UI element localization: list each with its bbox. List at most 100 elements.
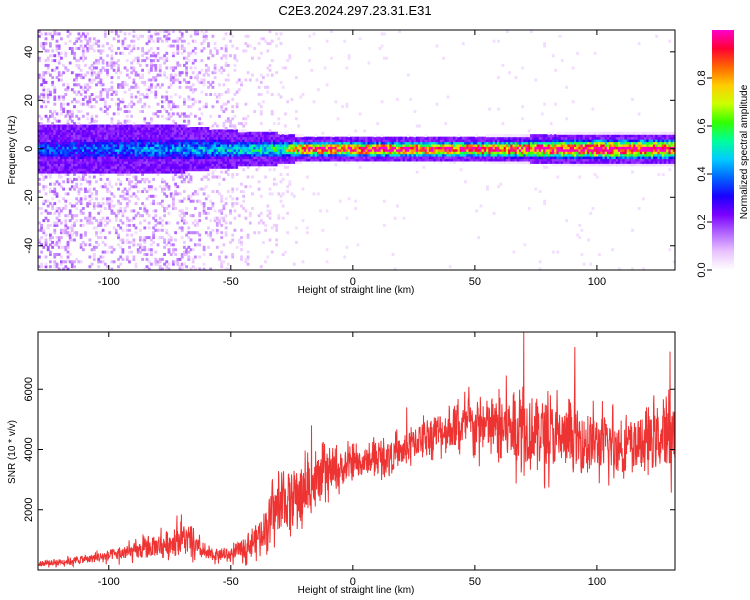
heatmap-cell bbox=[128, 182, 131, 186]
heatmap-cell bbox=[220, 197, 224, 201]
heatmap-cell bbox=[101, 61, 105, 65]
heatmap-cell bbox=[154, 76, 158, 80]
heatmap-cell bbox=[147, 134, 151, 138]
heatmap-cell bbox=[178, 146, 182, 150]
heatmap-cell bbox=[268, 143, 272, 147]
heatmap-cell bbox=[110, 85, 114, 89]
heatmap-cell bbox=[240, 160, 243, 164]
heatmap-cell bbox=[187, 177, 191, 181]
heatmap-cell bbox=[200, 163, 204, 167]
heatmap-cell bbox=[431, 141, 434, 145]
heatmap-cell bbox=[66, 226, 70, 230]
heatmap-cell bbox=[413, 143, 417, 147]
heatmap-cell bbox=[215, 146, 219, 150]
heatmap-cell bbox=[273, 223, 276, 227]
heatmap-cell bbox=[49, 265, 52, 269]
heatmap-cell bbox=[169, 131, 173, 135]
heatmap-cell bbox=[178, 95, 182, 99]
heatmap-cell bbox=[235, 80, 239, 84]
heatmap-cell bbox=[55, 262, 59, 266]
heatmap-cell bbox=[281, 148, 285, 152]
heatmap-cell bbox=[253, 143, 257, 147]
heatmap-cell bbox=[163, 160, 166, 164]
heatmap-cell bbox=[246, 131, 250, 135]
heatmap-cell bbox=[130, 124, 134, 128]
heatmap-cell bbox=[259, 112, 263, 116]
heatmap-cell bbox=[119, 139, 123, 143]
heatmap-cell bbox=[77, 83, 81, 87]
heatmap-cell bbox=[437, 141, 441, 145]
heatmap-cell bbox=[154, 32, 158, 36]
heatmap-cell bbox=[38, 170, 41, 174]
heatmap-cell bbox=[152, 136, 155, 140]
heatmap-cell bbox=[90, 141, 94, 145]
heatmap-cell bbox=[92, 78, 96, 82]
heatmap-cell bbox=[147, 146, 151, 150]
heatmap-cell bbox=[248, 134, 252, 138]
heatmap-cell bbox=[134, 168, 138, 172]
heatmap-cell bbox=[317, 151, 320, 155]
heatmap-cell bbox=[189, 136, 193, 140]
heatmap-cell bbox=[68, 139, 72, 143]
heatmap-cell bbox=[163, 107, 166, 111]
heatmap-cell bbox=[185, 248, 188, 252]
heatmap-cell bbox=[183, 143, 186, 147]
heatmap-cell bbox=[70, 110, 74, 113]
heatmap-cell bbox=[277, 158, 281, 162]
heatmap-cell bbox=[213, 216, 217, 220]
heatmap-cell bbox=[40, 124, 43, 128]
heatmap-cell bbox=[194, 100, 197, 104]
heatmap-cell bbox=[73, 127, 76, 130]
heatmap-cell bbox=[189, 66, 193, 70]
heatmap-cell bbox=[128, 260, 131, 264]
heatmap-cell bbox=[323, 136, 327, 140]
heatmap-cell bbox=[161, 165, 164, 169]
heatmap-cell bbox=[106, 71, 109, 75]
heatmap-cell bbox=[187, 257, 191, 261]
heatmap-cell bbox=[325, 146, 329, 150]
heatmap-cell bbox=[229, 129, 232, 133]
heatmap-cell bbox=[81, 141, 85, 145]
heatmap-cell bbox=[40, 139, 43, 143]
heatmap-cell bbox=[220, 236, 224, 240]
heatmap-cell bbox=[306, 226, 309, 230]
heatmap-cell bbox=[141, 168, 144, 172]
heatmap-cell bbox=[99, 124, 103, 128]
heatmap-cell bbox=[117, 173, 120, 176]
heatmap-cell bbox=[139, 151, 142, 155]
heatmap-cell bbox=[38, 30, 41, 33]
heatmap-cell bbox=[70, 168, 74, 172]
heatmap-cell bbox=[257, 165, 261, 169]
heatmap-cell bbox=[218, 175, 221, 179]
heatmap-cell bbox=[44, 49, 48, 53]
heatmap-cell bbox=[292, 148, 296, 152]
heatmap-cell bbox=[387, 141, 391, 145]
heatmap-cell bbox=[356, 151, 360, 155]
heatmap-cell bbox=[64, 214, 68, 218]
heatmap-cell bbox=[86, 100, 90, 104]
heatmap-cell bbox=[189, 148, 193, 152]
heatmap-cell bbox=[213, 76, 217, 80]
heatmap-cell bbox=[86, 102, 90, 106]
heatmap-cell bbox=[391, 148, 395, 152]
heatmap-cell bbox=[60, 51, 63, 55]
heatmap-cell bbox=[114, 124, 118, 128]
heatmap-cell bbox=[86, 124, 90, 128]
heatmap-cell bbox=[336, 156, 340, 160]
heatmap-cell bbox=[453, 153, 456, 157]
heatmap-cell bbox=[62, 158, 65, 162]
heatmap-cell bbox=[79, 165, 83, 169]
heatmap-cell bbox=[99, 83, 103, 87]
heatmap-cell bbox=[77, 110, 81, 113]
heatmap-cell bbox=[165, 165, 169, 169]
heatmap-cell bbox=[51, 76, 54, 80]
heatmap-cell bbox=[446, 148, 450, 152]
heatmap-cell bbox=[288, 136, 292, 140]
heatmap-cell bbox=[145, 170, 149, 174]
heatmap-cell bbox=[55, 163, 59, 167]
heatmap-cell bbox=[38, 76, 41, 80]
heatmap-cell bbox=[66, 267, 70, 271]
heatmap-cell bbox=[95, 136, 98, 140]
heatmap-cell bbox=[106, 124, 109, 128]
heatmap-cell bbox=[84, 231, 87, 235]
